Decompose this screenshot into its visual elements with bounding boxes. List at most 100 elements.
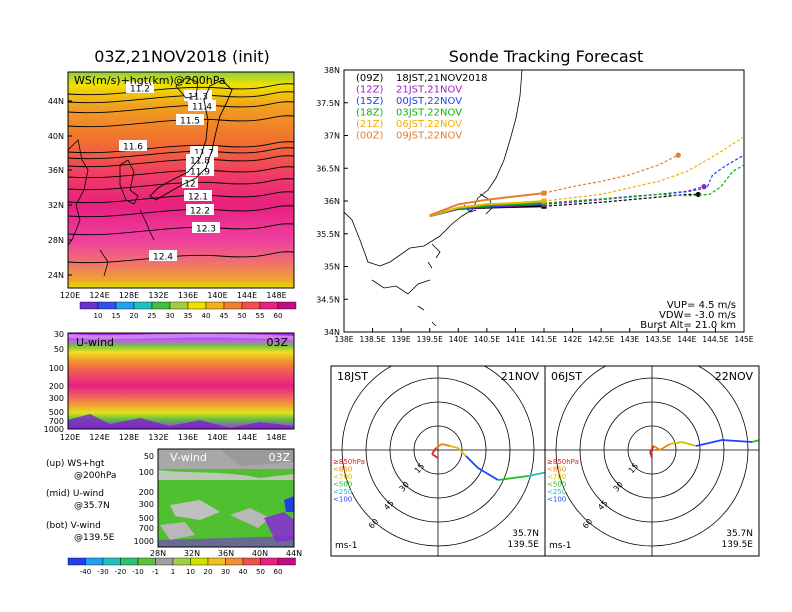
hodo-ring-label: 15 [627, 462, 641, 476]
track-descent [543, 193, 699, 207]
hodo-trace [782, 434, 792, 440]
legend-note-line1: (up) WS+hgt [46, 459, 105, 469]
hodo-legend-entry: <850 [547, 466, 566, 474]
panel-legend-notes: (up) WS+hgt @200hPa (mid) U-wind @35.7N (bot… [46, 459, 116, 543]
v-wind-colorbar: -40 -30 -20 -10 -1 1 10 20 30 40 50 60 [67, 557, 296, 576]
map-lon-labels: 120E 124E 128E 132E 136E 140E 144E 148E [60, 291, 287, 300]
islands-coast [99, 209, 155, 277]
hodo-ring-label: 60 [581, 517, 595, 531]
u-wind-time: 03Z [266, 336, 288, 349]
track-legend-label: 09JST,22NOV [396, 131, 462, 142]
u-wind-label: U-wind [76, 336, 114, 349]
hodo-frame [544, 365, 760, 557]
hodo-trace [435, 443, 443, 449]
lon-tick-label: 142E [563, 335, 582, 344]
hodo-ring-label: 45 [382, 499, 396, 513]
track-descent [543, 154, 744, 205]
hodo-unit: ms-1 [549, 541, 571, 551]
hodo-ring-label: 45 [596, 499, 610, 513]
colorbar-tick: -30 [97, 568, 108, 576]
korea-coast [119, 159, 139, 205]
track-legend-code: (00Z) [356, 131, 383, 142]
lon-tick-label: 143E [620, 335, 639, 344]
lon-tick-label: 144.5E [702, 335, 728, 344]
lat-tick-label: 34.5N [316, 295, 340, 304]
hodo-trace [449, 445, 459, 449]
lat-tick-label: 37.5N [316, 99, 340, 108]
colorbar-tick: -1 [152, 568, 159, 576]
pressure-tick-label: 100 [49, 364, 64, 373]
contour-line [68, 91, 294, 104]
track-legend-code: (21Z) [356, 119, 383, 130]
lon-tick-label: 140E [207, 433, 227, 442]
hodo-trace [659, 443, 671, 451]
contour-label: 12.2 [190, 207, 210, 217]
colorbar-tick: 1 [171, 568, 175, 576]
track-descent [543, 154, 679, 194]
hodo-trace [751, 439, 759, 443]
hodo-trace [669, 441, 683, 445]
u-lon-labels: 120E 124E 128E 132E 136E 140E 144E 148E [60, 433, 287, 442]
track-descent [543, 164, 744, 204]
hodo-legend-entry: <250 [547, 488, 566, 496]
track-legend-code: (15Z) [356, 96, 383, 107]
hodo-ring-label: 60 [367, 517, 381, 531]
lon-tick-label: 136E [178, 291, 198, 300]
contour-line [68, 155, 294, 168]
colorbar-tick: 35 [184, 312, 193, 320]
hodo-date: 22NOV [715, 370, 754, 383]
hodo-date: 21NOV [501, 370, 540, 383]
hodo-legend-entry: <850 [333, 466, 352, 474]
hodo-legend-entry: <500 [547, 481, 566, 489]
lon-tick-label: 145E [734, 335, 753, 344]
lon-tick-label: 138E [334, 335, 353, 344]
contour-label: 12.1 [188, 193, 208, 203]
contour-line [68, 166, 294, 179]
lon-tick-label: 120E [60, 291, 80, 300]
hodo-trace [649, 451, 653, 459]
lon-tick-label: 139.5E [417, 335, 443, 344]
hodo-time: 18JST [337, 370, 368, 383]
colorbar-tick: 40 [202, 312, 211, 320]
colorbar-tick: -10 [132, 568, 143, 576]
lon-tick-label: 128E [119, 291, 139, 300]
hodo-unit: ms-1 [335, 541, 357, 551]
track-legend-label: 00JST,22NOV [396, 96, 462, 107]
contour-line [68, 141, 294, 154]
sonde-tracks [429, 136, 744, 218]
colorbar-tick: 20 [130, 312, 139, 320]
u-wind-field [68, 333, 294, 429]
map-lat-labels: 44N 40N 36N 32N 28N 24N [48, 97, 72, 280]
ws-field [68, 72, 294, 288]
lon-tick-label: 142.5E [588, 335, 614, 344]
hodo-legend-entry: ≥850hPa [547, 458, 579, 466]
hodo-lat: 35.7N [726, 529, 753, 539]
lon-tick-label: 128E [119, 433, 139, 442]
landing-marker [695, 191, 701, 198]
colorbar-tick: 10 [94, 312, 103, 320]
lon-tick-label: 139E [392, 335, 411, 344]
hodo-ring-label: 30 [612, 480, 626, 494]
colorbar-tick: 55 [256, 312, 265, 320]
lat-tick-label: 37N [324, 132, 340, 141]
hodo-lon: 139.5E [722, 540, 754, 550]
lon-tick-label: 140E [207, 291, 227, 300]
track-legend-label: 06JST,22NOV [396, 119, 462, 130]
colorbar-tick: -20 [115, 568, 126, 576]
lon-tick-label: 124E [89, 291, 109, 300]
contour-line [68, 191, 294, 204]
lat-tick-label: 38N [324, 66, 340, 75]
contour-label: 11.9 [190, 168, 210, 178]
colorbar-tick: 60 [274, 312, 283, 320]
colorbar-tick: 50 [256, 568, 265, 576]
contour-line [68, 251, 294, 264]
colorbar-tick: 30 [221, 568, 230, 576]
china-coast [68, 139, 89, 246]
tracking-panel: Sonde Tracking Forecast 38N 37.5N 37N 36.5N… [316, 47, 754, 344]
v-lat-labels: 28N 32N 36N 40N 44N [150, 549, 302, 558]
v-wind-label: V-wind [170, 451, 207, 464]
hodo-time: 06JST [551, 370, 582, 383]
